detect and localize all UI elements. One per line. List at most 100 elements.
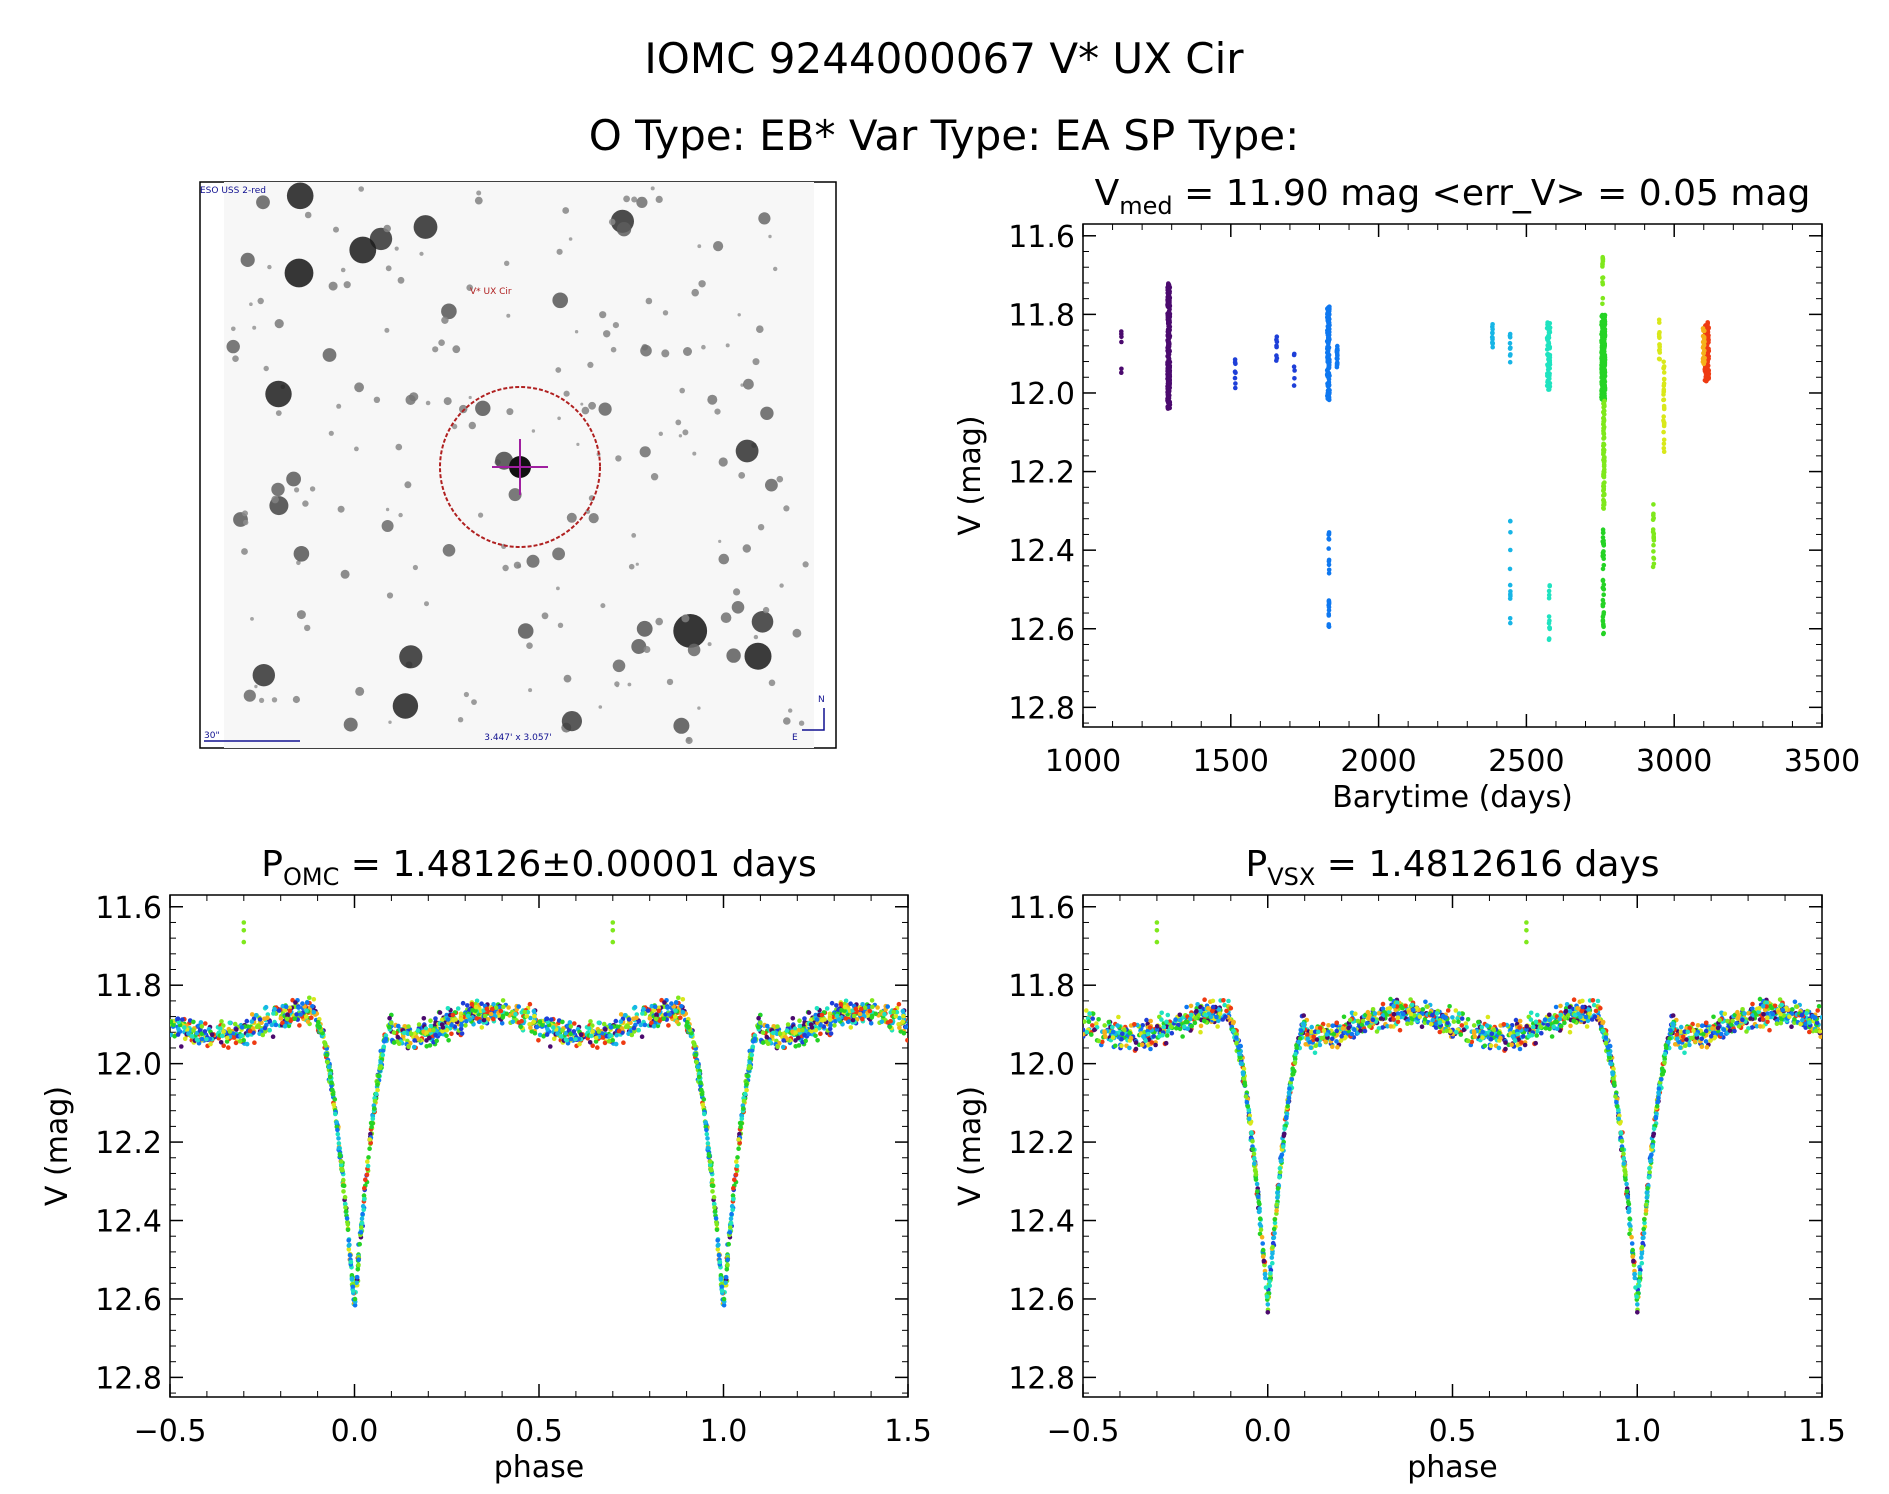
- data-point: [209, 1032, 215, 1037]
- data-point: [680, 997, 686, 1002]
- data-point: [1651, 502, 1656, 507]
- star: [395, 443, 403, 451]
- data-point: [381, 1044, 387, 1049]
- data-point: [1656, 331, 1662, 337]
- star: [337, 505, 345, 513]
- data-point: [532, 1013, 537, 1019]
- figure-title: IOMC 9244000067 V* UX Cir: [644, 34, 1244, 83]
- star: [443, 397, 452, 406]
- data-point: [1233, 381, 1238, 386]
- data-point: [1640, 1235, 1646, 1241]
- star: [698, 280, 706, 288]
- data-point: [376, 1073, 382, 1078]
- data-point: [1564, 1002, 1570, 1007]
- data-point: [1312, 1050, 1318, 1056]
- data-point: [1167, 288, 1172, 294]
- data-point: [310, 1004, 315, 1009]
- data-point: [1482, 1043, 1488, 1049]
- x-tick-label: 1.5: [884, 1414, 932, 1449]
- data-point: [1601, 431, 1607, 436]
- data-point: [1334, 1020, 1339, 1026]
- phase-vsx-chart: PVSX = 1.4812616 days−0.5 0.0 0.5 1.0 1.511.…: [953, 844, 1846, 1485]
- y-tick-label: 12.4: [1008, 534, 1075, 569]
- data-point: [391, 1030, 397, 1035]
- data-point: [563, 1030, 569, 1036]
- data-point: [780, 1044, 786, 1050]
- star: [226, 339, 240, 354]
- data-point: [257, 1017, 263, 1022]
- data-point: [445, 1017, 451, 1022]
- star: [683, 347, 692, 356]
- star: [506, 313, 511, 318]
- x-tick-label: 0.5: [1429, 1414, 1477, 1449]
- star: [240, 252, 255, 267]
- data-point: [697, 1071, 702, 1076]
- data-point: [1334, 1039, 1339, 1044]
- data-point: [1600, 328, 1606, 333]
- data-point: [519, 1018, 524, 1024]
- star: [556, 586, 560, 591]
- x-axis-label: Barytime (days): [1332, 780, 1573, 815]
- data-point: [510, 1019, 516, 1025]
- data-point: [1544, 347, 1550, 352]
- compass-north: N: [818, 695, 825, 705]
- data-point: [797, 1018, 802, 1023]
- star: [293, 546, 310, 562]
- data-point: [577, 1041, 582, 1047]
- data-point: [335, 1127, 340, 1133]
- star: [718, 539, 722, 544]
- x-tick-label: 2000: [1340, 744, 1416, 779]
- star: [643, 646, 651, 653]
- x-tick-label: 1500: [1193, 744, 1269, 779]
- data-point: [298, 1012, 304, 1017]
- data-point: [1083, 1027, 1086, 1033]
- data-point: [444, 1033, 449, 1039]
- star: [783, 717, 791, 725]
- star: [398, 512, 403, 518]
- data-point: [1113, 1043, 1118, 1049]
- data-point: [819, 1012, 825, 1018]
- data-point: [1651, 534, 1656, 539]
- data-point: [1650, 529, 1656, 535]
- data-point: [307, 995, 312, 1001]
- data-point: [669, 1001, 674, 1006]
- star: [635, 562, 639, 566]
- data-point: [1507, 335, 1513, 340]
- star: [257, 297, 264, 305]
- data-point: [362, 1196, 367, 1202]
- data-point: [233, 1040, 239, 1046]
- star: [691, 288, 699, 297]
- data-point: [1507, 345, 1513, 351]
- star: [779, 583, 784, 588]
- star: [231, 326, 236, 332]
- data-point: [1166, 302, 1172, 308]
- data-point: [741, 1106, 746, 1111]
- data-point: [749, 1052, 755, 1058]
- data-point: [245, 1032, 250, 1038]
- data-point: [1601, 493, 1606, 498]
- data-point: [1765, 1011, 1770, 1016]
- chart-title: Vmed = 11.90 mag <err_V> = 0.05 mag: [1095, 173, 1811, 220]
- data-point: [1327, 388, 1332, 393]
- data-point: [241, 1038, 246, 1043]
- data-point: [208, 1041, 213, 1047]
- x-tick-label: 3000: [1636, 744, 1712, 779]
- data-point: [269, 1022, 275, 1028]
- star: [581, 406, 590, 415]
- data-point: [610, 928, 616, 933]
- data-point: [848, 1001, 853, 1006]
- data-point: [842, 1004, 848, 1010]
- data-point: [1119, 329, 1124, 334]
- y-tick-label: 11.8: [1008, 969, 1075, 1004]
- data-point: [328, 1071, 333, 1076]
- x-tick-label: −0.5: [134, 1414, 207, 1449]
- data-point: [1601, 497, 1606, 503]
- data-point: [714, 1227, 720, 1233]
- data-point: [647, 1016, 653, 1021]
- star: [250, 617, 254, 621]
- star: [773, 266, 778, 272]
- data-point: [1419, 1024, 1425, 1029]
- data-point: [822, 1017, 827, 1022]
- data-point: [458, 1026, 464, 1032]
- data-point: [1507, 359, 1513, 365]
